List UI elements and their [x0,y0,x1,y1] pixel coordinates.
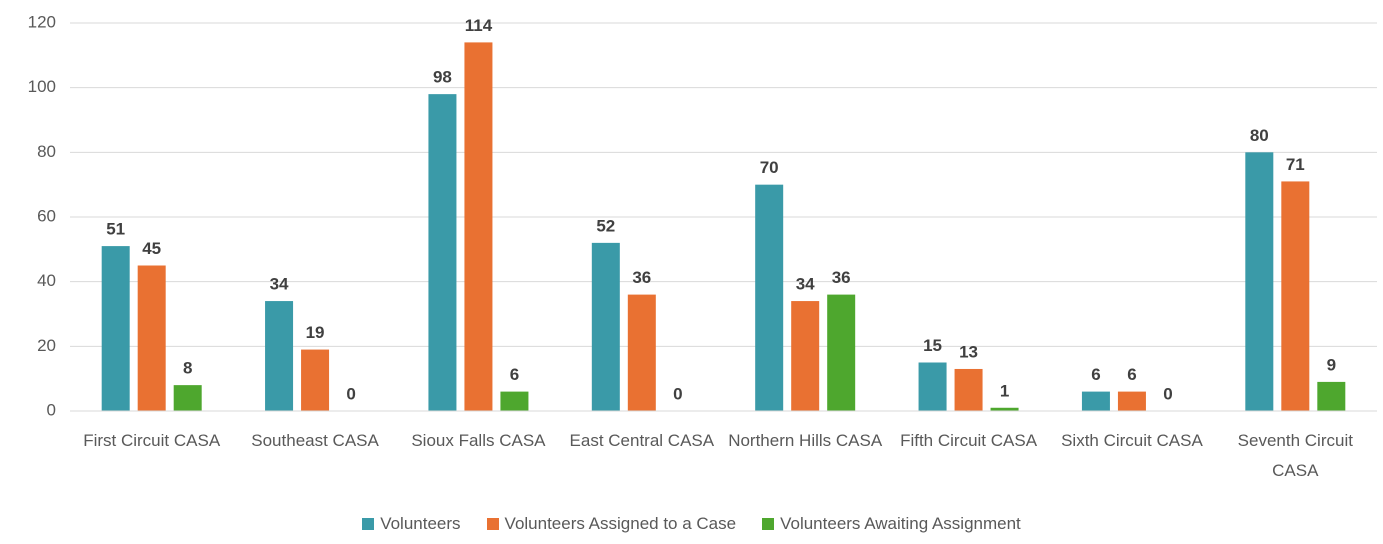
x-tick-label: First Circuit CASA [83,431,221,450]
value-label: 34 [796,275,815,294]
bar [1081,391,1110,411]
value-label: 98 [433,68,452,87]
y-tick-label: 120 [28,12,56,31]
value-label: 6 [1091,365,1100,384]
bar [990,407,1019,411]
legend-item: Volunteers [362,514,461,534]
x-tick-label: Sixth Circuit CASA [1061,431,1203,450]
bar [464,42,493,412]
value-label: 13 [959,342,978,361]
legend-label: Volunteers Assigned to a Case [504,514,737,533]
legend-label: Volunteers Awaiting Assignment [780,514,1021,533]
bar [591,242,620,411]
bar [1117,391,1146,411]
legend-item: Volunteers Assigned to a Case [486,514,737,534]
value-label: 52 [596,216,615,235]
value-label: 80 [1250,126,1269,145]
bar [428,94,457,411]
value-label: 15 [923,336,942,355]
x-tick-label: Sioux Falls CASA [411,431,546,450]
y-tick-label: 0 [47,400,56,419]
bar [301,349,330,411]
x-tick-label: Seventh Circuit CASA [1237,431,1353,480]
bar [627,294,656,411]
y-tick-label: 80 [37,142,56,161]
legend-label: Volunteers [380,514,461,533]
bar [101,246,130,411]
value-label: 0 [1163,384,1172,403]
value-label: 70 [760,158,779,177]
bar [1317,381,1346,411]
legend-swatch [762,518,775,530]
value-label: 71 [1286,155,1305,174]
bar [173,385,202,411]
bar [1245,152,1274,412]
x-tick-label-box: First Circuit CASA [83,431,221,450]
legend-swatch [362,518,375,530]
x-tick-label: Northern Hills CASA [728,431,883,450]
value-label: 6 [510,365,519,384]
x-tick-label: Southeast CASA [251,431,379,450]
value-label: 1 [1000,381,1009,400]
x-tick-label: Fifth Circuit CASA [900,431,1038,450]
value-label: 51 [106,220,125,239]
bar [1281,181,1310,411]
x-tick-label: East Central CASA [569,431,715,450]
x-tick-label-box: Northern Hills CASA [728,431,883,450]
y-tick-label: 60 [37,206,56,225]
legend-swatch [486,518,499,530]
bar [954,368,983,411]
x-tick-label-box: East Central CASA [569,431,715,450]
bar [827,294,856,411]
y-tick-label: 100 [28,77,56,96]
x-tick-label-box: Sioux Falls CASA [411,431,546,450]
y-tick-label: 20 [37,336,56,355]
y-tick-label: 40 [37,271,56,290]
bar [265,301,294,411]
value-label: 36 [632,268,651,287]
bar [918,362,947,411]
x-tick-label-box: Sixth Circuit CASA [1061,431,1203,450]
value-label: 0 [346,384,355,403]
x-tick-label-box: Southeast CASA [251,431,379,450]
value-label: 6 [1127,365,1136,384]
x-tick-label-box: Seventh Circuit CASA [1237,431,1353,480]
value-label: 45 [142,239,161,258]
bar [791,301,820,411]
bar [500,391,529,411]
value-label: 19 [306,323,325,342]
bar [755,184,784,411]
value-label: 36 [832,268,851,287]
value-label: 114 [465,16,493,35]
value-label: 34 [270,275,289,294]
value-label: 0 [673,384,682,403]
value-label: 8 [183,359,192,378]
x-tick-label-box: Fifth Circuit CASA [900,431,1038,450]
value-label: 9 [1327,355,1336,374]
legend: Volunteers Volunteers Assigned to a Case V… [0,514,1383,534]
legend-item: Volunteers Awaiting Assignment [762,514,1021,534]
bar [137,265,166,411]
